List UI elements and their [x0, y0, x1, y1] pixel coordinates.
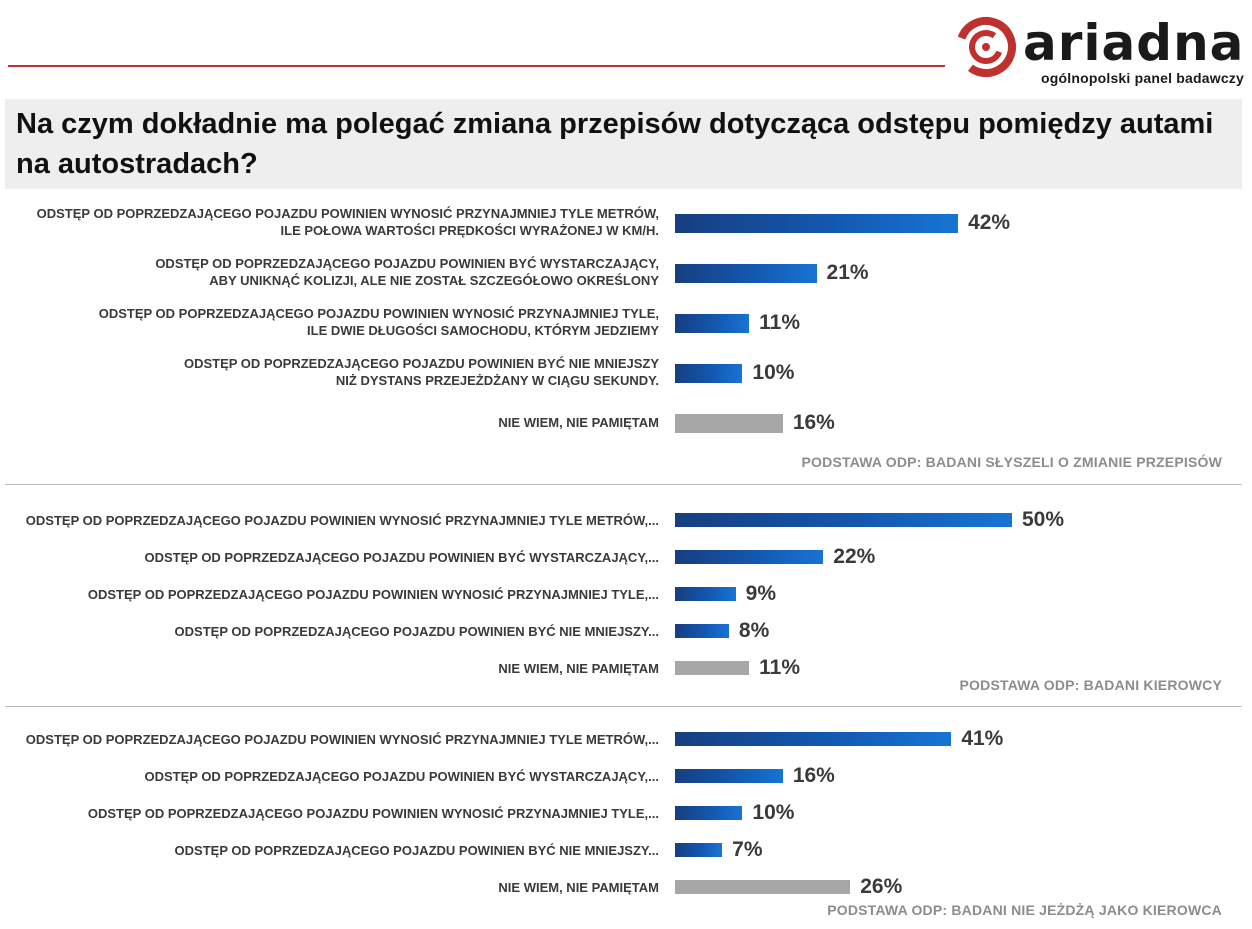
title-band — [5, 99, 1242, 189]
panel-separator — [5, 484, 1242, 485]
data-label: 9% — [745, 582, 777, 605]
category-label-line: ODSTĘP OD POPRZEDZAJĄCEGO POJAZDU POWINI… — [87, 586, 659, 602]
category-label: ODSTĘP OD POPRZEDZAJĄCEGO POJAZDU POWINI… — [0, 355, 659, 389]
category-label-line: ODSTĘP OD POPRZEDZAJĄCEGO POJAZDU POWINI… — [25, 512, 659, 528]
panel-separator — [5, 706, 1242, 707]
category-label-line: ODSTĘP OD POPRZEDZAJĄCEGO POJAZDU POWINI… — [98, 306, 659, 321]
data-label: 11% — [759, 311, 800, 334]
category-label: ODSTĘP OD POPRZEDZAJĄCEGO POJAZDU POWINI… — [0, 731, 659, 748]
bar — [675, 513, 1012, 527]
base-note: PODSTAWA ODP: BADANI KIEROWCY — [959, 677, 1222, 693]
logo-wordmark: ariadna — [1023, 14, 1245, 72]
bar — [675, 624, 729, 638]
bar — [675, 550, 824, 564]
category-label-line: ILE DWIE DŁUGOŚCI SAMOCHODU, KTÓRYM JEDZ… — [307, 323, 659, 338]
category-label-line: ODSTĘP OD POPRZEDZAJĄCEGO POJAZDU POWINI… — [144, 549, 659, 565]
category-label-line: NIE WIEM, NIE PAMIĘTAM — [498, 660, 659, 676]
ariadna-logo-mark-icon — [956, 17, 1016, 77]
category-label: ODSTĘP OD POPRZEDZAJĄCEGO POJAZDU POWINI… — [0, 549, 659, 566]
category-label: ODSTĘP OD POPRZEDZAJĄCEGO POJAZDU POWINI… — [0, 842, 659, 859]
category-label-line: ODSTĘP OD POPRZEDZAJĄCEGO POJAZDU POWINI… — [36, 206, 659, 221]
bar — [675, 263, 817, 283]
base-note: PODSTAWA ODP: BADANI SŁYSZELI O ZMIANIE … — [801, 454, 1222, 470]
ariadna-logo: ariadna ogólnopolski panel badawczy — [955, 14, 1245, 94]
header-rule — [8, 65, 945, 67]
category-label: NIE WIEM, NIE PAMIĘTAM — [0, 660, 659, 677]
category-label: NIE WIEM, NIE PAMIĘTAM — [0, 414, 659, 431]
bar — [675, 806, 743, 820]
category-label-line: ODSTĘP OD POPRZEDZAJĄCEGO POJAZDU POWINI… — [144, 768, 659, 784]
category-label-line: ILE POŁOWA WARTOŚCI PRĘDKOŚCI WYRAŻONEJ … — [280, 223, 659, 238]
category-label: ODSTĘP OD POPRZEDZAJĄCEGO POJAZDU POWINI… — [0, 255, 659, 289]
logo-tagline: ogólnopolski panel badawczy — [1041, 70, 1244, 86]
category-label: ODSTĘP OD POPRZEDZAJĄCEGO POJAZDU POWINI… — [0, 623, 659, 640]
bar-dont-know — [675, 880, 851, 894]
category-label-line: ODSTĘP OD POPRZEDZAJĄCEGO POJAZDU POWINI… — [174, 623, 659, 639]
data-label: 7% — [732, 838, 763, 861]
category-label-line: ABY UNIKNĄĆ KOLIZJI, ALE NIE ZOSTAŁ SZCZ… — [209, 273, 659, 288]
data-label: 11% — [759, 656, 800, 679]
data-label: 10% — [752, 361, 795, 384]
data-label: 42% — [968, 211, 1011, 234]
category-label: ODSTĘP OD POPRZEDZAJĄCEGO POJAZDU POWINI… — [0, 805, 659, 822]
category-label-line: NIE WIEM, NIE PAMIĘTAM — [498, 879, 659, 895]
bar — [675, 313, 750, 333]
data-label: 8% — [738, 619, 770, 642]
bar-dont-know — [675, 661, 750, 675]
data-label: 10% — [752, 801, 795, 824]
bar — [675, 587, 736, 601]
bar — [675, 732, 952, 746]
category-label: ODSTĘP OD POPRZEDZAJĄCEGO POJAZDU POWINI… — [0, 205, 659, 239]
category-label-line: NIE WIEM, NIE PAMIĘTAM — [498, 414, 659, 430]
category-label-line: ODSTĘP OD POPRZEDZAJĄCEGO POJAZDU POWINI… — [174, 842, 659, 858]
category-label-line: ODSTĘP OD POPRZEDZAJĄCEGO POJAZDU POWINI… — [155, 256, 659, 271]
data-label: 21% — [826, 261, 869, 284]
category-label: ODSTĘP OD POPRZEDZAJĄCEGO POJAZDU POWINI… — [0, 586, 659, 603]
data-label: 22% — [833, 545, 876, 568]
bar — [675, 363, 743, 383]
category-label-line: ODSTĘP OD POPRZEDZAJĄCEGO POJAZDU POWINI… — [87, 805, 659, 821]
category-label-line: NIŻ DYSTANS PRZEJEŻDŻANY W CIĄGU SEKUNDY… — [335, 373, 659, 388]
category-label: ODSTĘP OD POPRZEDZAJĄCEGO POJAZDU POWINI… — [0, 512, 659, 529]
category-label-line: ODSTĘP OD POPRZEDZAJĄCEGO POJAZDU POWINI… — [25, 731, 659, 747]
category-label: ODSTĘP OD POPRZEDZAJĄCEGO POJAZDU POWINI… — [0, 768, 659, 785]
base-note: PODSTAWA ODP: BADANI NIE JEŻDŻĄ JAKO KIE… — [827, 902, 1222, 918]
data-label: 16% — [792, 411, 835, 434]
page-title: Na czym dokładnie ma polegać zmiana prze… — [16, 108, 1214, 180]
bar-dont-know — [675, 413, 783, 433]
data-label: 26% — [860, 875, 903, 898]
data-label: 41% — [961, 727, 1004, 750]
bar — [675, 843, 723, 857]
category-label: ODSTĘP OD POPRZEDZAJĄCEGO POJAZDU POWINI… — [0, 305, 659, 339]
bar — [675, 769, 783, 783]
category-label: NIE WIEM, NIE PAMIĘTAM — [0, 879, 659, 896]
data-label: 50% — [1022, 508, 1065, 531]
bar — [675, 213, 959, 233]
category-label-line: ODSTĘP OD POPRZEDZAJĄCEGO POJAZDU POWINI… — [183, 356, 659, 371]
data-label: 16% — [792, 764, 835, 787]
